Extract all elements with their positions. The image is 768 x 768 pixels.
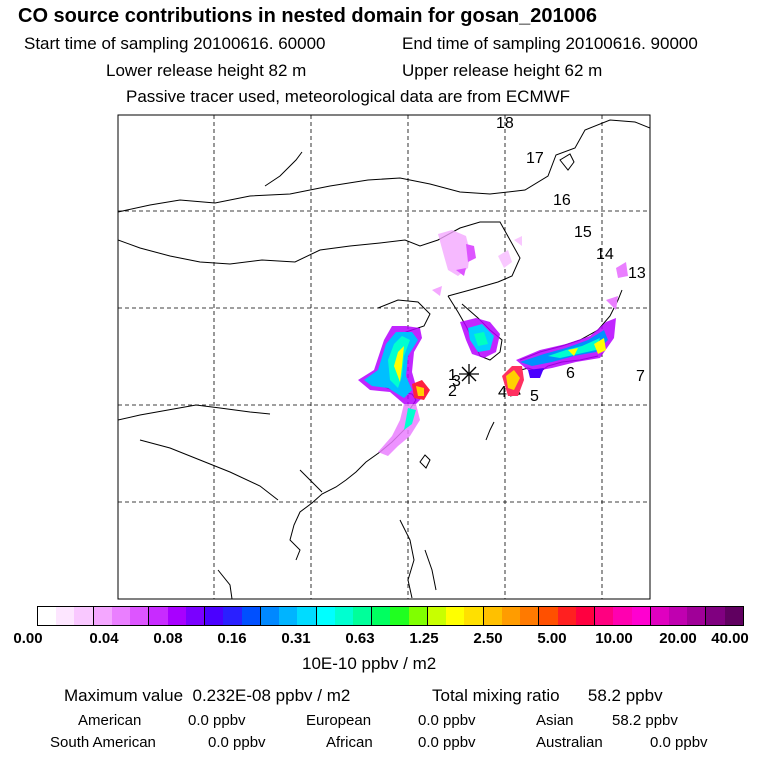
end-time: End time of sampling 20100616. 90000 (402, 34, 698, 53)
region-asian-name: Asian (536, 712, 574, 729)
colorbar-segment (111, 607, 131, 625)
trajectory-label: 18 (496, 115, 514, 132)
colorbar-segment (334, 607, 353, 625)
colorbar-tick: 2.50 (473, 630, 503, 647)
colorbar-segment (74, 607, 94, 625)
colorbar-segment (575, 607, 596, 625)
region-american-name: American (78, 712, 142, 729)
region-australian-value: 0.0 ppbv (650, 734, 708, 751)
colorbar-tick: 0.31 (281, 630, 311, 647)
region-african-name: African (326, 734, 373, 751)
map-layer (118, 115, 650, 599)
colorbar-segment (706, 607, 725, 625)
colorbar-segment (613, 607, 632, 625)
colorbar-tick: 20.00 (659, 630, 697, 647)
trajectory-labels: 1 2 3 4 5 6 7 13 14 15 16 17 18 (448, 115, 646, 405)
trajectory-label: 17 (526, 150, 544, 167)
colorbar-segment (631, 607, 651, 625)
trajectory-label: 6 (566, 365, 575, 382)
region-african-value: 0.0 ppbv (418, 734, 476, 751)
colorbar-tick: 0.16 (217, 630, 247, 647)
colorbar-segment (595, 607, 614, 625)
colorbar-segment (56, 607, 75, 625)
region-asian-value: 58.2 ppbv (612, 712, 678, 729)
colorbar-segment (557, 607, 576, 625)
region-australian-name: Australian (536, 734, 603, 751)
colorbar-tick: 0.04 (89, 630, 119, 647)
region-american-value: 0.0 ppbv (188, 712, 246, 729)
lower-release-height: Lower release height 82 m (106, 61, 307, 80)
region-european-value: 0.0 ppbv (418, 712, 476, 729)
colorbar-segment (539, 607, 558, 625)
trajectory-label: 1 (448, 367, 457, 384)
region-south-american-value: 0.0 ppbv (208, 734, 266, 751)
trajectory-label: 2 (448, 383, 457, 400)
trajectory-label: 14 (596, 246, 614, 263)
trajectory-label: 16 (553, 192, 571, 209)
total-mixing-row: Total mixing ratio 58.2 ppbv (432, 686, 663, 706)
colorbar-segment (316, 607, 335, 625)
trajectory-label: 13 (628, 265, 646, 282)
colorbar-tick: 1.25 (409, 630, 439, 647)
upper-release-height: Upper release height 62 m (402, 61, 603, 80)
trajectory-label: 4 (498, 384, 507, 401)
colorbar-segment (427, 607, 447, 625)
colorbar-segment (408, 607, 428, 625)
colorbar-segment (464, 607, 484, 625)
trajectory-label: 7 (636, 368, 645, 385)
colorbar-segment (446, 607, 465, 625)
colorbar-segment (260, 607, 280, 625)
trajectory-label: 5 (530, 388, 539, 405)
max-value-row: Maximum value 0.232E-08 ppbv / m2 (64, 686, 350, 706)
concentration-plume (358, 230, 628, 456)
colorbar-segment (297, 607, 317, 625)
colorbar-segment (501, 607, 521, 625)
colorbar-segment (241, 607, 261, 625)
trajectory-label: 15 (574, 224, 592, 241)
trajectory-label: 3 (452, 373, 461, 390)
colorbar-segment (390, 607, 409, 625)
colorbar-ticks: 0.00 0.04 0.08 0.16 0.31 0.63 1.25 2.50 … (0, 630, 768, 650)
colorbar-units: 10E-10 ppbv / m2 (302, 654, 437, 673)
colorbar-segment (185, 607, 206, 625)
plot-title: CO source contributions in nested domain… (18, 5, 598, 27)
colorbar-segment (279, 607, 298, 625)
colorbar-segment (724, 607, 743, 625)
colorbar-segment (205, 607, 224, 625)
colorbar-tick: 0.63 (345, 630, 375, 647)
colorbar-segment (687, 607, 707, 625)
colorbar-segment (38, 607, 57, 625)
total-label: Total mixing ratio (432, 686, 560, 705)
colorbar-tick: 40.00 (711, 630, 749, 647)
colorbar-tick: 5.00 (537, 630, 567, 647)
colorbar-segment (130, 607, 150, 625)
region-european-name: European (306, 712, 372, 729)
colorbar-segment (352, 607, 373, 625)
colorbar-segment (167, 607, 186, 625)
colorbar-segment (149, 607, 168, 625)
max-value: 0.232E-08 ppbv / m2 (192, 686, 351, 705)
colorbar-segment (372, 607, 391, 625)
colorbar-tick: 10.00 (595, 630, 633, 647)
colorbar-segment (483, 607, 502, 625)
colorbar-tick: 0.00 (13, 630, 43, 647)
colorbar-segment (223, 607, 242, 625)
colorbar-segment (668, 607, 688, 625)
release-site-marker (459, 364, 479, 384)
tracer-note: Passive tracer used, meteorological data… (126, 87, 571, 106)
region-south-american-name: South American (50, 734, 156, 751)
total-value: 58.2 ppbv (587, 686, 663, 705)
colorbar-segment (650, 607, 669, 625)
colorbar (37, 606, 744, 626)
start-time: Start time of sampling 20100616. 60000 (24, 34, 326, 53)
colorbar-segment (520, 607, 540, 625)
colorbar-segment (93, 607, 112, 625)
colorbar-tick: 0.08 (153, 630, 183, 647)
max-label: Maximum value (64, 686, 184, 705)
